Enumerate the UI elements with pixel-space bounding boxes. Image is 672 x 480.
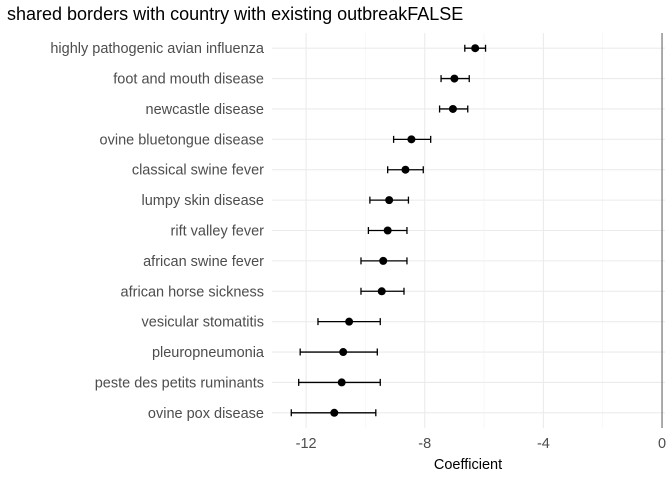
y-tick-label: african swine fever [143, 254, 264, 270]
estimate-point [379, 256, 388, 265]
estimate-point [337, 378, 346, 387]
estimate-point [383, 226, 392, 235]
estimate-point [401, 165, 410, 174]
estimate-point [345, 317, 354, 326]
y-tick-label: rift valley fever [171, 224, 265, 240]
y-tick-label: african horse sickness [121, 284, 264, 300]
estimate-point [377, 287, 386, 296]
estimate-point [339, 348, 348, 357]
grid-layer [272, 33, 665, 428]
y-tick-label: highly pathogenic avian influenza [50, 41, 265, 57]
x-tick-label: 0 [658, 436, 666, 452]
y-tick-label: newcastle disease [146, 102, 265, 118]
estimate-point [450, 74, 459, 83]
y-tick-label: foot and mouth disease [113, 72, 264, 88]
data-marks [290, 44, 487, 417]
estimate-point [330, 408, 339, 417]
y-tick-label: pleuropneumonia [152, 345, 265, 361]
x-tick-label: -4 [537, 436, 550, 452]
x-axis: -12 -8 -4 0 [296, 436, 666, 452]
estimate-point [407, 135, 416, 144]
y-tick-label: classical swine fever [132, 163, 264, 179]
y-tick-label: ovine bluetongue disease [100, 132, 264, 148]
y-tick-label: peste des petits ruminants [95, 375, 264, 391]
y-tick-label: vesicular stomatitis [142, 315, 264, 331]
x-tick-label: -8 [418, 436, 431, 452]
x-axis-label: Coefficient [434, 457, 502, 473]
y-tick-label: lumpy skin disease [142, 193, 265, 209]
x-tick-label: -12 [296, 436, 317, 452]
estimate-point [471, 44, 480, 53]
y-axis: highly pathogenic avian influenza foot an… [50, 41, 265, 422]
estimate-point [385, 196, 394, 205]
error-bar [299, 348, 378, 356]
chart-title: shared borders with country with existin… [7, 4, 463, 24]
estimate-point [448, 104, 457, 113]
y-tick-label: ovine pox disease [148, 406, 264, 422]
